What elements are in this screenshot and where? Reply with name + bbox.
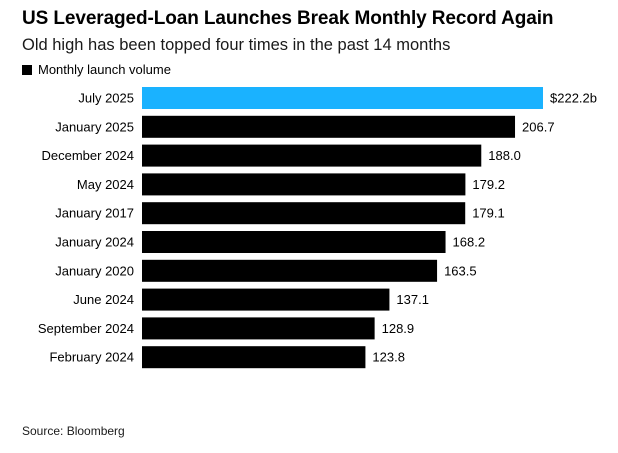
category-label: September 2024 — [38, 321, 134, 336]
category-label: June 2024 — [73, 292, 134, 307]
value-label: 137.1 — [396, 292, 429, 307]
bar — [142, 288, 390, 311]
category-label: December 2024 — [42, 148, 135, 163]
category-label: July 2025 — [78, 91, 134, 106]
bar — [142, 115, 516, 138]
bar — [142, 346, 366, 369]
bar — [142, 144, 482, 167]
category-label: February 2024 — [49, 350, 134, 365]
bar — [142, 317, 375, 340]
value-label: 179.1 — [472, 206, 505, 221]
category-label: May 2024 — [77, 177, 134, 192]
chart-subtitle: Old high has been topped four times in t… — [22, 36, 451, 54]
chart-title: US Leveraged-Loan Launches Break Monthly… — [22, 8, 554, 29]
bar — [142, 87, 543, 109]
category-label: January 2017 — [55, 206, 134, 221]
value-label: 168.2 — [453, 235, 486, 250]
bar — [142, 202, 466, 225]
category-label: January 2024 — [55, 235, 134, 250]
category-label: January 2020 — [55, 263, 134, 278]
value-label: 128.9 — [382, 321, 415, 336]
value-label: 188.0 — [488, 148, 521, 163]
value-label: 179.2 — [472, 177, 505, 192]
category-label: January 2025 — [55, 119, 134, 134]
bar-chart: July 2025 $222.2b January 2025 206.7 Decembe… — [38, 87, 597, 369]
value-label: 206.7 — [522, 119, 555, 134]
legend-label: Monthly launch volume — [38, 62, 171, 77]
value-label: 163.5 — [444, 263, 477, 278]
legend-swatch — [22, 64, 32, 75]
source-note: Source: Bloomberg — [22, 424, 125, 438]
bar — [142, 231, 446, 253]
chart-legend: Monthly launch volume — [22, 62, 171, 77]
value-label: $222.2b — [550, 91, 597, 106]
value-label: 123.8 — [372, 350, 405, 365]
bar — [142, 173, 466, 196]
bar — [142, 259, 438, 282]
